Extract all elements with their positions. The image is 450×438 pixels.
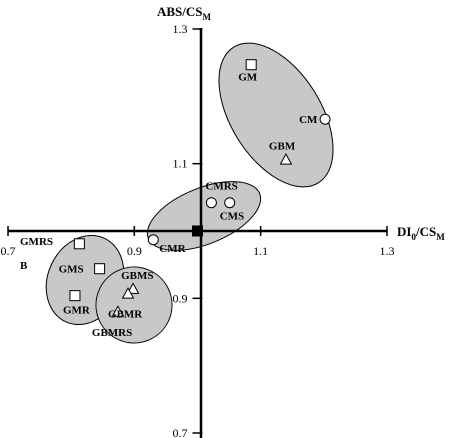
point-marker-gbmrs: [111, 305, 125, 317]
point-label-gmr: GMR: [63, 305, 91, 317]
point-label-gms: GMS: [59, 264, 84, 276]
group-ellipses: [45, 42, 334, 344]
point-marker-gm: [245, 59, 257, 71]
x-ticks: 0.7 0.9 1.1 1.3: [1, 226, 395, 258]
group-ellipse-gbms-gbmr-gbmrs: [95, 266, 173, 344]
x-axis-title: DI0/CSM: [397, 224, 445, 242]
point-label-gmrs-b: GMRS B: [20, 236, 53, 272]
point-marker-gms: [94, 263, 106, 275]
point-label-gbmrs: GBMRS: [92, 327, 132, 339]
x-tick-label-0-9: 0.9: [127, 244, 142, 258]
data-markers: [69, 59, 331, 317]
point-marker-gmr: [69, 290, 81, 302]
point-marker-cm: [319, 113, 331, 125]
y-axis-title: ABS/CSM: [157, 4, 212, 22]
point-label-gm: GM: [238, 72, 258, 84]
point-label-cmr: CMR: [159, 243, 186, 255]
point-label-gbm: GBM: [269, 141, 296, 153]
y-tick-label-1-1: 1.1: [173, 157, 188, 171]
x-tick-label-0-7: 0.7: [1, 244, 16, 258]
point-label-cm: CM: [299, 114, 318, 126]
point-marker-cmrs: [205, 197, 217, 209]
x-tick-label-1-1: 1.1: [253, 244, 268, 258]
point-label-gbmr: GBMR: [108, 309, 143, 321]
point-marker-gbm: [279, 153, 293, 165]
point-label-cmrs: CMRS: [205, 181, 237, 193]
data-labels: GM CM GBM CMRS CMS CMR GMRS B GMS GMR GBMS GBMR GBMR…: [20, 72, 318, 339]
y-tick-label-1-3: 1.3: [173, 22, 188, 36]
point-marker-gmrs-b: [73, 238, 85, 250]
group-ellipse-cmrs-cms-cmr: [146, 181, 262, 251]
group-ellipse-gm-cm-gbm: [218, 42, 334, 188]
point-marker-gbms: [126, 282, 140, 294]
point-marker-cms: [224, 197, 236, 209]
point-marker-gbmr: [121, 287, 135, 299]
point-marker-cmr: [147, 234, 159, 246]
x-tick-label-1-3: 1.3: [380, 244, 395, 258]
y-tick-label-0-9: 0.9: [173, 291, 188, 305]
reference-point-marker: [192, 225, 203, 237]
point-label-gbms: GBMS: [121, 270, 153, 282]
point-label-cms: CMS: [220, 211, 244, 223]
y-tick-label-0-7: 0.7: [173, 426, 188, 438]
y-ticks: 1.3 1.1 0.9 0.7: [173, 22, 203, 438]
